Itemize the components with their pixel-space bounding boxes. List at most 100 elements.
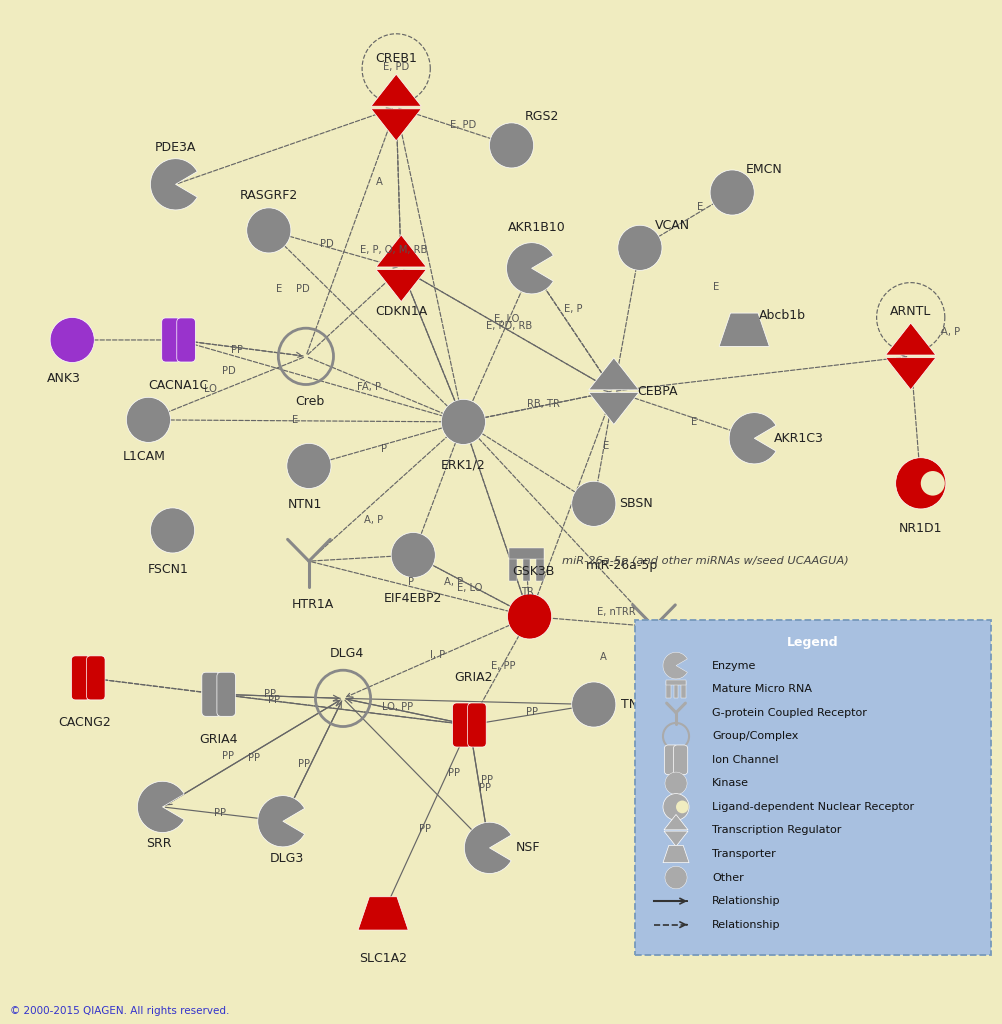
Text: PD: PD xyxy=(221,366,235,376)
Text: E, LO: E, LO xyxy=(456,583,482,593)
Circle shape xyxy=(126,397,170,442)
Text: A: A xyxy=(376,177,382,187)
Circle shape xyxy=(571,481,615,526)
FancyBboxPatch shape xyxy=(201,673,220,717)
Text: E, PD: E, PD xyxy=(450,120,476,130)
Wedge shape xyxy=(506,243,553,294)
Wedge shape xyxy=(728,413,776,464)
Text: A, P: A, P xyxy=(940,327,960,337)
Text: PP: PP xyxy=(264,689,276,699)
Polygon shape xyxy=(588,392,638,424)
FancyBboxPatch shape xyxy=(680,681,685,697)
Text: E: E xyxy=(602,441,608,452)
Text: VCAN: VCAN xyxy=(653,219,689,231)
Text: miR-26a-5p (and other miRNAs w/seed UCAAGUA): miR-26a-5p (and other miRNAs w/seed UCAA… xyxy=(561,556,848,566)
FancyBboxPatch shape xyxy=(672,745,687,774)
Polygon shape xyxy=(358,897,408,930)
Text: PP: PP xyxy=(213,808,225,818)
Polygon shape xyxy=(588,358,638,390)
FancyBboxPatch shape xyxy=(665,680,685,685)
Text: CREB1: CREB1 xyxy=(375,52,417,65)
FancyBboxPatch shape xyxy=(86,656,105,700)
Circle shape xyxy=(709,170,754,215)
FancyBboxPatch shape xyxy=(452,703,471,748)
Text: FA, P: FA, P xyxy=(357,382,381,392)
Polygon shape xyxy=(376,269,426,301)
Polygon shape xyxy=(885,324,935,355)
Circle shape xyxy=(920,471,944,496)
Text: Relationship: Relationship xyxy=(711,896,780,906)
Text: A, P: A, P xyxy=(363,515,383,525)
Text: Abcb1b: Abcb1b xyxy=(759,309,805,322)
Polygon shape xyxy=(376,236,426,267)
FancyBboxPatch shape xyxy=(161,317,180,361)
Polygon shape xyxy=(663,831,687,847)
Text: I, P: I, P xyxy=(429,650,445,660)
FancyBboxPatch shape xyxy=(665,681,670,697)
Text: AKR1C3: AKR1C3 xyxy=(773,432,823,444)
Circle shape xyxy=(662,794,688,820)
FancyBboxPatch shape xyxy=(71,656,90,700)
FancyBboxPatch shape xyxy=(634,620,990,955)
FancyBboxPatch shape xyxy=(663,745,678,774)
Text: EMCN: EMCN xyxy=(745,164,782,176)
FancyBboxPatch shape xyxy=(509,548,544,558)
Circle shape xyxy=(675,801,687,813)
Text: CEBPA: CEBPA xyxy=(637,385,677,397)
Text: E, P: E, P xyxy=(564,304,582,314)
Text: CDKN1A: CDKN1A xyxy=(375,305,427,317)
Text: Transcription Regulator: Transcription Regulator xyxy=(711,825,841,836)
Text: PP: PP xyxy=(298,759,310,769)
Text: ARNTL: ARNTL xyxy=(889,305,931,317)
Text: SRR: SRR xyxy=(145,838,171,850)
Circle shape xyxy=(664,772,686,795)
Text: NR1D1: NR1D1 xyxy=(898,522,942,535)
Text: CACNG2: CACNG2 xyxy=(58,717,110,729)
Polygon shape xyxy=(718,313,769,346)
Circle shape xyxy=(287,443,331,488)
Circle shape xyxy=(664,866,686,889)
Text: TNIK: TNIK xyxy=(621,698,649,711)
FancyBboxPatch shape xyxy=(522,550,530,581)
Text: Legend: Legend xyxy=(787,636,838,648)
Polygon shape xyxy=(662,846,688,862)
Text: P: P xyxy=(381,443,387,454)
Text: GRIA4: GRIA4 xyxy=(199,733,237,745)
Circle shape xyxy=(571,682,615,727)
Circle shape xyxy=(246,208,291,253)
Circle shape xyxy=(617,225,661,270)
Text: GSK3B: GSK3B xyxy=(512,565,554,578)
Text: DLG4: DLG4 xyxy=(330,647,364,659)
FancyBboxPatch shape xyxy=(535,550,543,581)
Text: Enzyme: Enzyme xyxy=(711,660,756,671)
Text: © 2000-2015 QIAGEN. All rights reserved.: © 2000-2015 QIAGEN. All rights reserved. xyxy=(10,1006,229,1016)
Text: G-protein Coupled Receptor: G-protein Coupled Receptor xyxy=(711,708,866,718)
Text: FSCN1: FSCN1 xyxy=(148,563,188,575)
Text: Transporter: Transporter xyxy=(711,849,776,859)
Text: EIF4EBP2: EIF4EBP2 xyxy=(384,592,442,604)
Text: RGS2: RGS2 xyxy=(524,111,558,123)
Text: PD: PD xyxy=(296,284,310,294)
FancyBboxPatch shape xyxy=(673,681,677,697)
Circle shape xyxy=(489,123,533,168)
FancyBboxPatch shape xyxy=(216,673,235,717)
Circle shape xyxy=(895,458,945,509)
Text: E, nTRR: E, nTRR xyxy=(596,607,634,617)
Text: A, P: A, P xyxy=(443,577,463,587)
Text: NTN1: NTN1 xyxy=(288,499,322,511)
Text: PP: PP xyxy=(479,783,491,794)
Text: PP: PP xyxy=(230,345,242,355)
Text: SLC1A2: SLC1A2 xyxy=(359,952,407,965)
Text: PP: PP xyxy=(448,768,460,778)
Text: P: P xyxy=(408,577,414,587)
Text: E: E xyxy=(292,415,298,425)
Text: E: E xyxy=(696,202,702,212)
Text: SBSN: SBSN xyxy=(618,498,652,510)
Text: PP: PP xyxy=(419,824,431,835)
Wedge shape xyxy=(258,796,305,847)
Wedge shape xyxy=(150,159,197,210)
Polygon shape xyxy=(885,357,935,389)
Text: PP: PP xyxy=(247,753,260,763)
Text: PP: PP xyxy=(221,751,233,761)
Text: Relationship: Relationship xyxy=(711,920,780,930)
